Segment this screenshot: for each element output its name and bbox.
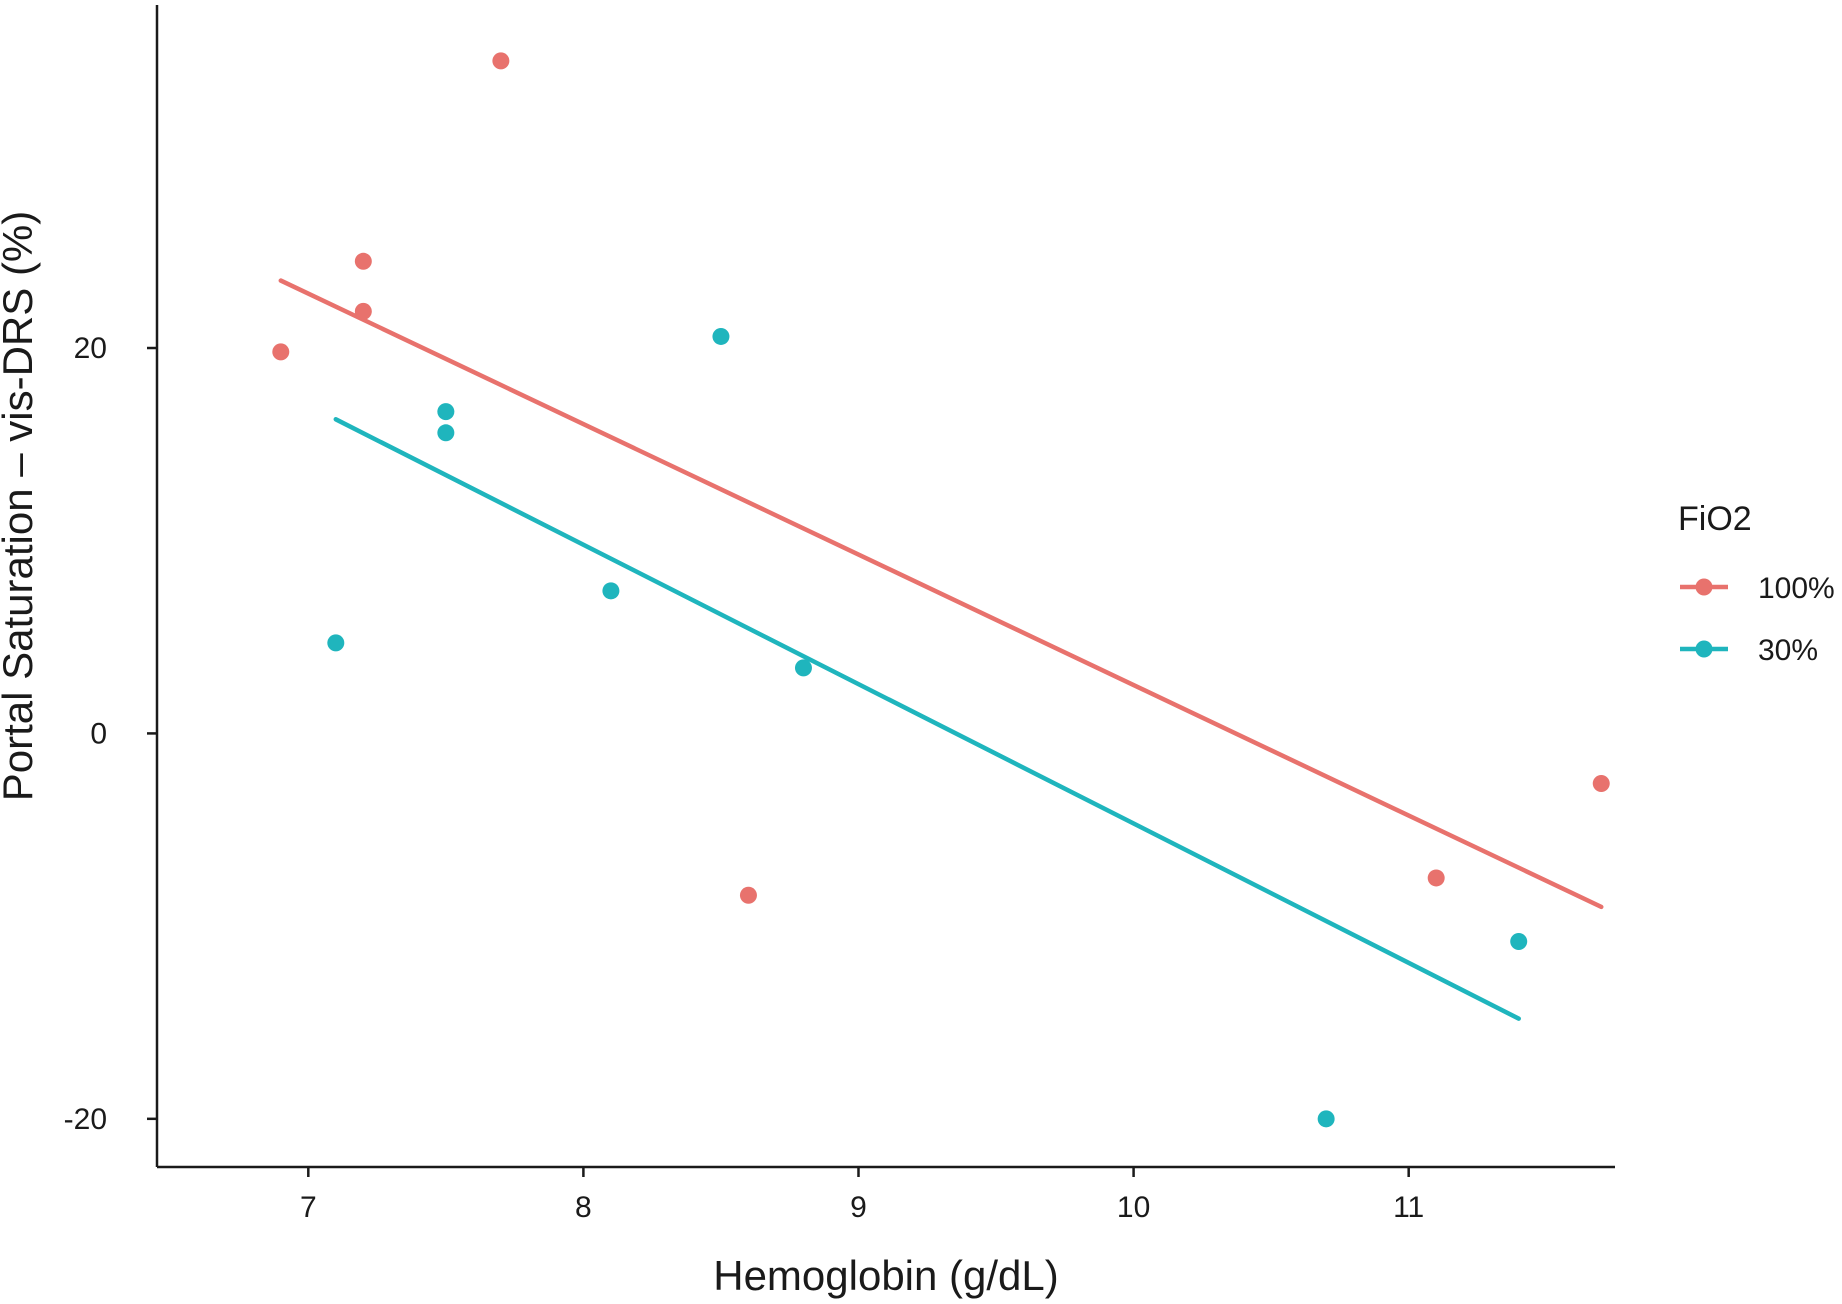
- legend-label: 100%: [1758, 572, 1835, 605]
- x-tick-label: 7: [300, 1191, 317, 1224]
- x-tick-label: 11: [1393, 1191, 1424, 1224]
- legend-items: 100% 30%: [1680, 572, 1835, 667]
- data-point-series-2: [712, 327, 730, 345]
- data-point-series-2: [1510, 933, 1528, 951]
- data-point-series-2: [327, 634, 345, 652]
- regression-line-series-2: [333, 417, 1521, 1021]
- x-axis-title: Hemoglobin (g/dL): [713, 1252, 1059, 1299]
- data-point-series-2: [794, 659, 812, 677]
- x-ticks: 7 8 9 10 11: [300, 1167, 1424, 1224]
- y-tick-label: 0: [90, 717, 107, 750]
- axes: 7 8 9 10 11 -20 0 20: [64, 5, 1615, 1224]
- data-point-series-1: [1427, 869, 1445, 887]
- data-point-series-1: [354, 252, 372, 270]
- y-axis-title: Portal Saturation – vis-DRS (%): [0, 211, 41, 802]
- data-point-series-1: [739, 886, 757, 904]
- data-point-series-1: [272, 343, 290, 361]
- data-point-series-2: [437, 403, 455, 421]
- legend-swatch-dot: [1695, 578, 1713, 596]
- y-ticks: -20 0 20: [64, 332, 157, 1136]
- data-point-series-1: [1592, 775, 1610, 793]
- data-points: [272, 52, 1610, 1128]
- regression-lines: [278, 278, 1604, 1021]
- x-tick-label: 9: [850, 1191, 867, 1224]
- data-point-series-2: [437, 424, 455, 442]
- data-point-series-1: [492, 52, 510, 70]
- y-tick-label: -20: [64, 1103, 107, 1136]
- legend-swatch-dot: [1695, 640, 1713, 658]
- data-point-series-1: [354, 302, 372, 320]
- data-point-series-2: [1317, 1110, 1335, 1128]
- y-tick-label: 20: [74, 332, 107, 365]
- regression-line-series-1: [278, 278, 1604, 910]
- legend: FiO2 100% 30%: [1678, 500, 1835, 667]
- legend-label: 30%: [1758, 634, 1818, 667]
- x-tick-label: 8: [575, 1191, 592, 1224]
- data-point-series-2: [602, 582, 620, 600]
- legend-title: FiO2: [1678, 500, 1752, 538]
- x-tick-label: 10: [1117, 1191, 1150, 1224]
